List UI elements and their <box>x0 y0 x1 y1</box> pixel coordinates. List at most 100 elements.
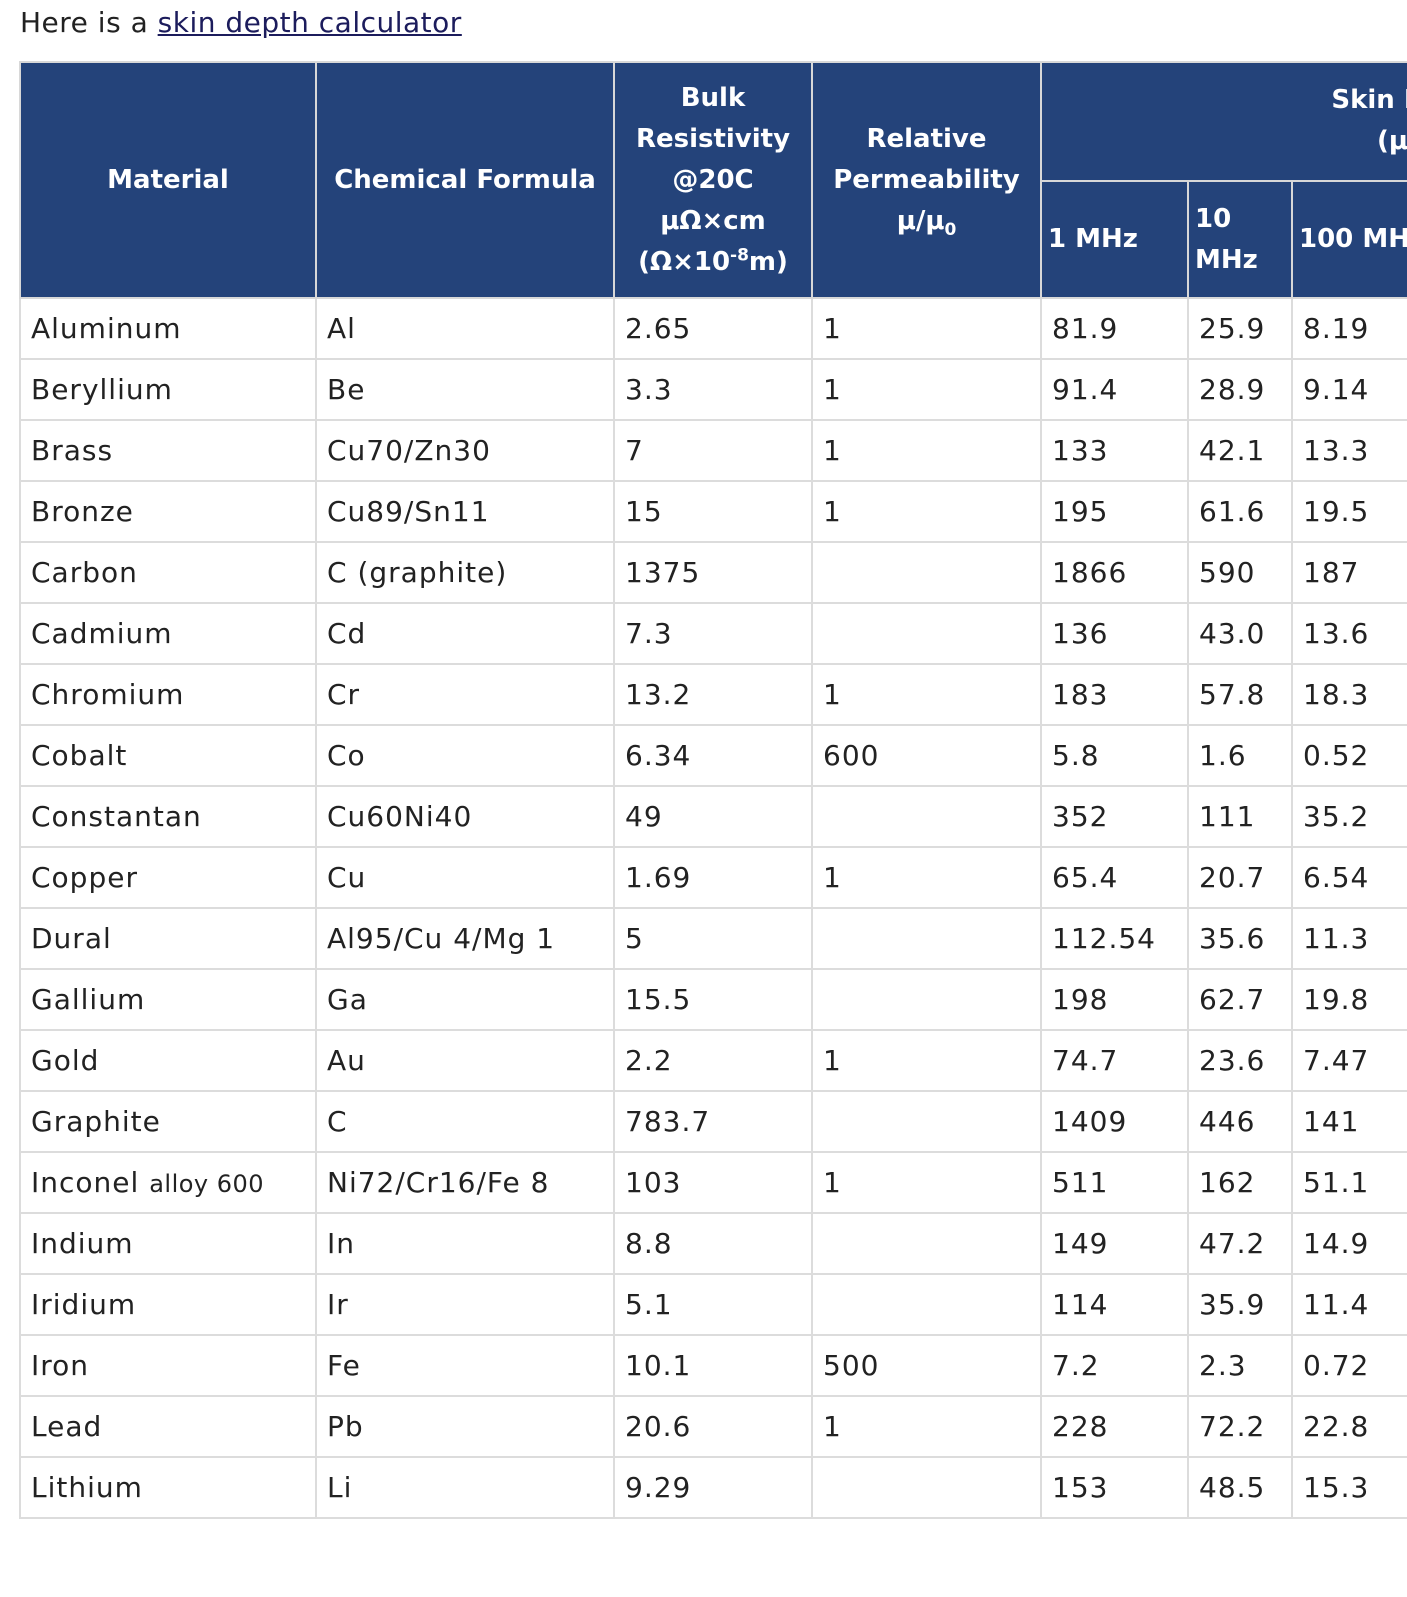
table-row: Iridium Ir 5.1 114 35.9 11.4 <box>19 1273 1407 1336</box>
material: Beryllium <box>31 373 173 406</box>
skin-depth: 35.9 <box>1187 1273 1293 1336</box>
resistivity: 783.7 <box>613 1090 813 1153</box>
permeability: 1 <box>811 846 1042 909</box>
material-cell: Gallium <box>19 968 317 1031</box>
material: Bronze <box>31 495 134 528</box>
header-sup: -8 <box>730 244 749 265</box>
skin-depth: 5.8 <box>1040 724 1189 787</box>
skin-depth: 9.14 <box>1290 358 1407 421</box>
permeability-empty <box>811 1090 1042 1153</box>
materials-table: Material Chemical Formula Bulk Resistivi… <box>19 61 1407 1519</box>
header-permeability: Relative Permeability μ/μ0 <box>811 61 1042 299</box>
material: Graphite <box>31 1105 161 1138</box>
permeability-empty <box>811 1456 1042 1519</box>
formula: Al95/Cu 4/Mg 1 <box>315 907 615 970</box>
skin-depth: 133 <box>1040 419 1189 482</box>
material-cell: Gold <box>19 1029 317 1092</box>
resistivity: 3.3 <box>613 358 813 421</box>
table-row: Iron Fe 10.1 500 7.2 2.3 0.72 <box>19 1334 1407 1397</box>
table-row: Lithium Li 9.29 153 48.5 15.3 <box>19 1456 1407 1519</box>
resistivity: 20.6 <box>613 1395 813 1458</box>
material: Gallium <box>31 983 146 1016</box>
formula: Cd <box>315 602 615 665</box>
header-text: Bulk Resistivity @20C μΩ×cm (Ω×10 <box>635 82 791 277</box>
permeability: 1 <box>811 1151 1042 1214</box>
table-row: Cobalt Co 6.34 600 5.8 1.6 0.52 <box>19 724 1407 787</box>
table-row: Aluminum Al 2.65 1 81.9 25.9 8.19 <box>19 297 1407 360</box>
skin-depth: 162 <box>1187 1151 1293 1214</box>
skin-depth: 7.47 <box>1290 1029 1407 1092</box>
material-cell: Chromium <box>19 663 317 726</box>
skin-depth: 7.2 <box>1040 1334 1189 1397</box>
formula: Co <box>315 724 615 787</box>
formula: Al <box>315 297 615 360</box>
skin-depth: 187 <box>1290 541 1407 604</box>
permeability-empty <box>811 1273 1042 1336</box>
resistivity: 2.2 <box>613 1029 813 1092</box>
resistivity: 8.8 <box>613 1212 813 1275</box>
skin-depth: 590 <box>1187 541 1293 604</box>
formula: Cu <box>315 846 615 909</box>
skin-depth: 0.72 <box>1290 1334 1407 1397</box>
material-cell: Cobalt <box>19 724 317 787</box>
skin-depth: 11.3 <box>1290 907 1407 970</box>
resistivity: 6.34 <box>613 724 813 787</box>
material-cell: Lithium <box>19 1456 317 1519</box>
resistivity: 49 <box>613 785 813 848</box>
table-row: Carbon C (graphite) 1375 1866 590 187 <box>19 541 1407 604</box>
resistivity: 7 <box>613 419 813 482</box>
skin-depth: 42.1 <box>1187 419 1293 482</box>
formula: Ga <box>315 968 615 1031</box>
skin-depth: 28.9 <box>1187 358 1293 421</box>
formula: Cu60Ni40 <box>315 785 615 848</box>
calculator-link[interactable]: skin depth calculator <box>157 6 462 39</box>
skin-depth: 136 <box>1040 602 1189 665</box>
material: Cobalt <box>31 739 128 772</box>
material: Dural <box>31 922 112 955</box>
skin-depth: 15.3 <box>1290 1456 1407 1519</box>
header-formula: Chemical Formula <box>315 61 615 299</box>
material-cell: Indium <box>19 1212 317 1275</box>
table-row: Cadmium Cd 7.3 136 43.0 13.6 <box>19 602 1407 665</box>
material: Constantan <box>31 800 202 833</box>
permeability: 1 <box>811 480 1042 543</box>
skin-depth: 183 <box>1040 663 1189 726</box>
intro-text: Here is a <box>20 6 158 39</box>
skin-depth: 61.6 <box>1187 480 1293 543</box>
resistivity: 5 <box>613 907 813 970</box>
formula: Cr <box>315 663 615 726</box>
table-row: Chromium Cr 13.2 1 183 57.8 18.3 <box>19 663 1407 726</box>
table-row: Gallium Ga 15.5 198 62.7 19.8 <box>19 968 1407 1031</box>
skin-depth: 1.6 <box>1187 724 1293 787</box>
formula: In <box>315 1212 615 1275</box>
material-cell: Constantan <box>19 785 317 848</box>
material: Indium <box>31 1227 134 1260</box>
skin-depth: 19.5 <box>1290 480 1407 543</box>
formula: Be <box>315 358 615 421</box>
table-row: Lead Pb 20.6 1 228 72.2 22.8 <box>19 1395 1407 1458</box>
skin-depth: 72.2 <box>1187 1395 1293 1458</box>
skin-depth: 153 <box>1040 1456 1189 1519</box>
formula: Li <box>315 1456 615 1519</box>
material-cell: Bronze <box>19 480 317 543</box>
permeability: 1 <box>811 297 1042 360</box>
skin-depth: 13.6 <box>1290 602 1407 665</box>
permeability: 600 <box>811 724 1042 787</box>
skin-depth: 48.5 <box>1187 1456 1293 1519</box>
resistivity: 103 <box>613 1151 813 1214</box>
permeability-empty <box>811 541 1042 604</box>
table-row: Indium In 8.8 149 47.2 14.9 <box>19 1212 1407 1275</box>
material-cell: Cadmium <box>19 602 317 665</box>
material-cell: Beryllium <box>19 358 317 421</box>
table-row: Gold Au 2.2 1 74.7 23.6 7.47 <box>19 1029 1407 1092</box>
material-cell: Lead <box>19 1395 317 1458</box>
material-cell: Iron <box>19 1334 317 1397</box>
material: Lead <box>31 1410 103 1443</box>
skin-depth: 141 <box>1290 1090 1407 1153</box>
table-row: Constantan Cu60Ni40 49 352 111 35.2 <box>19 785 1407 848</box>
header-resistivity: Bulk Resistivity @20C μΩ×cm (Ω×10-8m) <box>613 61 813 299</box>
material: Carbon <box>31 556 138 589</box>
resistivity: 9.29 <box>613 1456 813 1519</box>
formula: Fe <box>315 1334 615 1397</box>
formula: Ir <box>315 1273 615 1336</box>
